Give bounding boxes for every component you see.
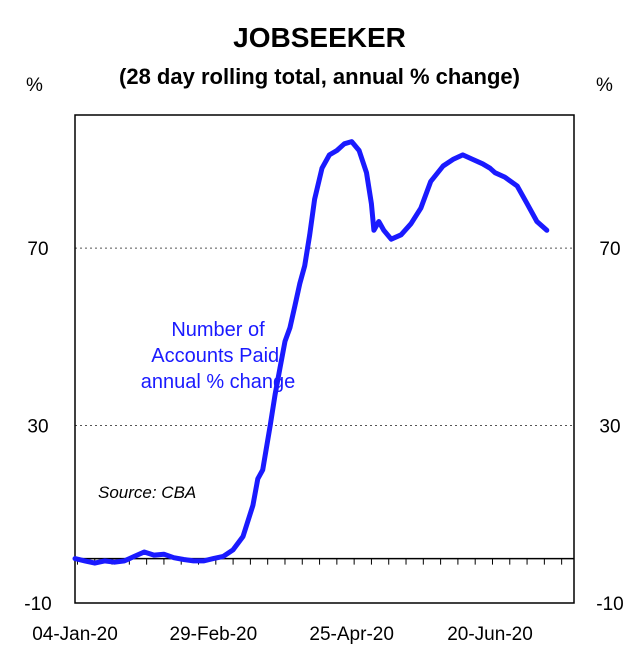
y-tick-label-left-30: 30 xyxy=(27,417,48,438)
axis-ticks xyxy=(76,558,563,565)
y-axis-unit-right: % xyxy=(596,75,613,96)
grid-layer xyxy=(75,247,574,427)
x-tick-label: 25-Apr-20 xyxy=(309,624,394,645)
y-tick-label-right--10: -10 xyxy=(596,594,623,615)
y-tick-label-left-70: 70 xyxy=(27,239,48,260)
y-tick-label-right-70: 70 xyxy=(599,239,620,260)
x-tick-label: 04-Jan-20 xyxy=(32,624,118,645)
series-line-accounts-paid xyxy=(72,139,550,566)
plot-area-frame xyxy=(74,114,575,604)
annotations: Number of Accounts Paid, annual % change… xyxy=(98,319,295,502)
series-label-line-1: Number of xyxy=(171,319,265,341)
x-tick-label: 20-Jun-20 xyxy=(447,624,533,645)
series-label-line-2: Accounts Paid, xyxy=(151,345,284,367)
y-tick-label-left--10: -10 xyxy=(24,594,51,615)
chart-title: JOBSEEKER xyxy=(233,22,406,53)
chart-subtitle: (28 day rolling total, annual % change) xyxy=(119,64,520,89)
axis-tick-labels: -10 -10 30 30 70 70 04-Jan-20 29-Feb-20 25-Apr-2… xyxy=(24,239,623,645)
y-tick-label-right-30: 30 xyxy=(599,417,620,438)
y-axis-unit-left: % xyxy=(26,75,43,96)
series-label-line-3: annual % change xyxy=(141,371,296,393)
source-note: Source: CBA xyxy=(98,483,196,502)
x-tick-label: 29-Feb-20 xyxy=(170,624,258,645)
